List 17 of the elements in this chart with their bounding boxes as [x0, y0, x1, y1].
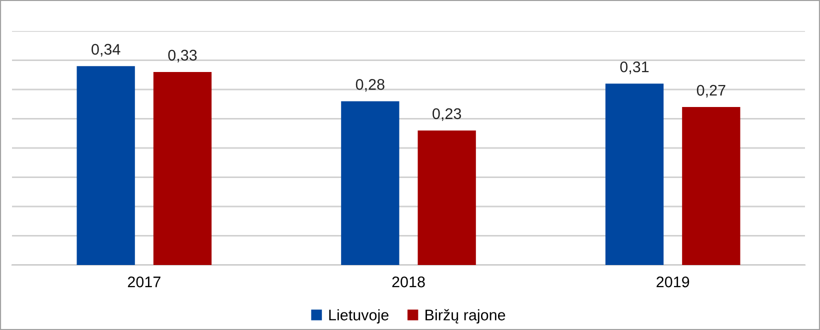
bar	[418, 130, 476, 265]
data-label: 0,34	[92, 44, 120, 57]
data-label: 0,23	[432, 108, 462, 121]
bar	[341, 101, 400, 265]
x-tick-label: 2018	[392, 276, 425, 288]
data-label: 0,33	[168, 50, 197, 62]
bar	[682, 107, 740, 265]
x-tick-label: 2019	[656, 276, 690, 288]
data-label: 0,27	[696, 84, 726, 98]
legend-label: Biržų rajone	[426, 309, 506, 324]
legend-label: Lietuvoje	[329, 309, 388, 324]
x-tick-label: 2017	[128, 276, 160, 288]
bar	[153, 72, 212, 265]
data-label: 0,31	[620, 61, 649, 74]
data-label: 0,28	[356, 79, 384, 92]
bar	[605, 84, 664, 265]
bar	[76, 66, 135, 265]
